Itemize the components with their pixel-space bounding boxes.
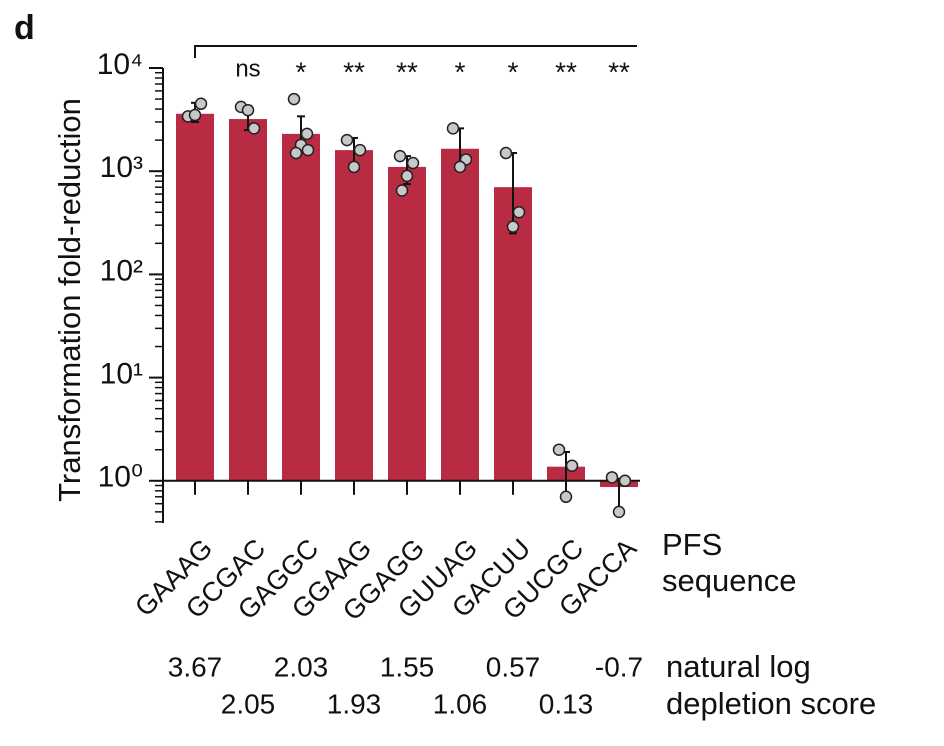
- replicate-point: [347, 160, 361, 174]
- bar: [388, 166, 426, 481]
- panel-label: d: [14, 9, 35, 47]
- replicate-point: [605, 471, 619, 484]
- replicate-point: [552, 443, 566, 456]
- replicate-point: [301, 143, 315, 157]
- replicate-point: [194, 97, 208, 111]
- depletion-score: 2.05: [221, 688, 276, 719]
- replicate-point: [289, 146, 303, 160]
- bar: [494, 187, 532, 481]
- replicate-point: [559, 490, 573, 504]
- depletion-label: natural log: [666, 649, 811, 684]
- replicate-point: [393, 149, 407, 163]
- replicate-point: [241, 103, 255, 117]
- depletion-score: -0.7: [595, 651, 643, 682]
- bar: [229, 119, 267, 481]
- replicate-point: [618, 474, 632, 488]
- depletion-score: 3.67: [168, 651, 223, 682]
- replicate-point: [353, 143, 367, 157]
- y-axis-title: Transformation fold-reduction: [52, 98, 87, 502]
- bar: [282, 133, 320, 481]
- y-tick-label: 10⁰: [98, 461, 143, 494]
- bar: [176, 113, 214, 481]
- significance-label: **: [343, 56, 365, 87]
- replicate-point: [188, 108, 202, 122]
- significance-label: **: [555, 56, 577, 87]
- significance-label: **: [396, 56, 418, 87]
- depletion-label: depletion score: [666, 686, 876, 721]
- significance-bracket: [194, 45, 637, 58]
- depletion-score: 0.57: [486, 651, 541, 682]
- replicate-point: [499, 146, 513, 160]
- replicate-point: [512, 206, 526, 219]
- replicate-point: [453, 160, 467, 174]
- replicate-point: [300, 127, 314, 141]
- depletion-score: 1.06: [433, 688, 488, 719]
- category-axis-label: PFS: [662, 527, 722, 562]
- depletion-score: 1.93: [327, 688, 382, 719]
- replicate-point: [446, 122, 460, 135]
- depletion-score: 0.13: [539, 688, 594, 719]
- y-tick-label: 10²: [100, 254, 143, 287]
- replicate-point: [340, 133, 354, 147]
- depletion-score: 2.03: [274, 651, 329, 682]
- significance-label: **: [608, 56, 630, 87]
- y-tick-label: 10³: [100, 151, 143, 184]
- significance-label: ns: [235, 55, 260, 82]
- replicate-point: [287, 92, 301, 106]
- significance-label: *: [455, 56, 466, 87]
- significance-label: *: [508, 56, 519, 87]
- replicate-point: [395, 184, 409, 197]
- replicate-point: [565, 459, 579, 472]
- depletion-score: 1.55: [380, 651, 435, 682]
- replicate-point: [400, 169, 414, 183]
- replicate-point: [247, 122, 261, 135]
- category-axis-label: sequence: [662, 563, 796, 598]
- y-tick-label: 10⁴: [97, 48, 143, 81]
- replicate-point: [406, 156, 420, 170]
- bar: [335, 150, 373, 481]
- bar: [441, 148, 479, 481]
- significance-label: *: [296, 56, 307, 87]
- replicate-point: [612, 505, 626, 519]
- y-tick-label: 10¹: [100, 358, 143, 391]
- replicate-point: [506, 220, 520, 233]
